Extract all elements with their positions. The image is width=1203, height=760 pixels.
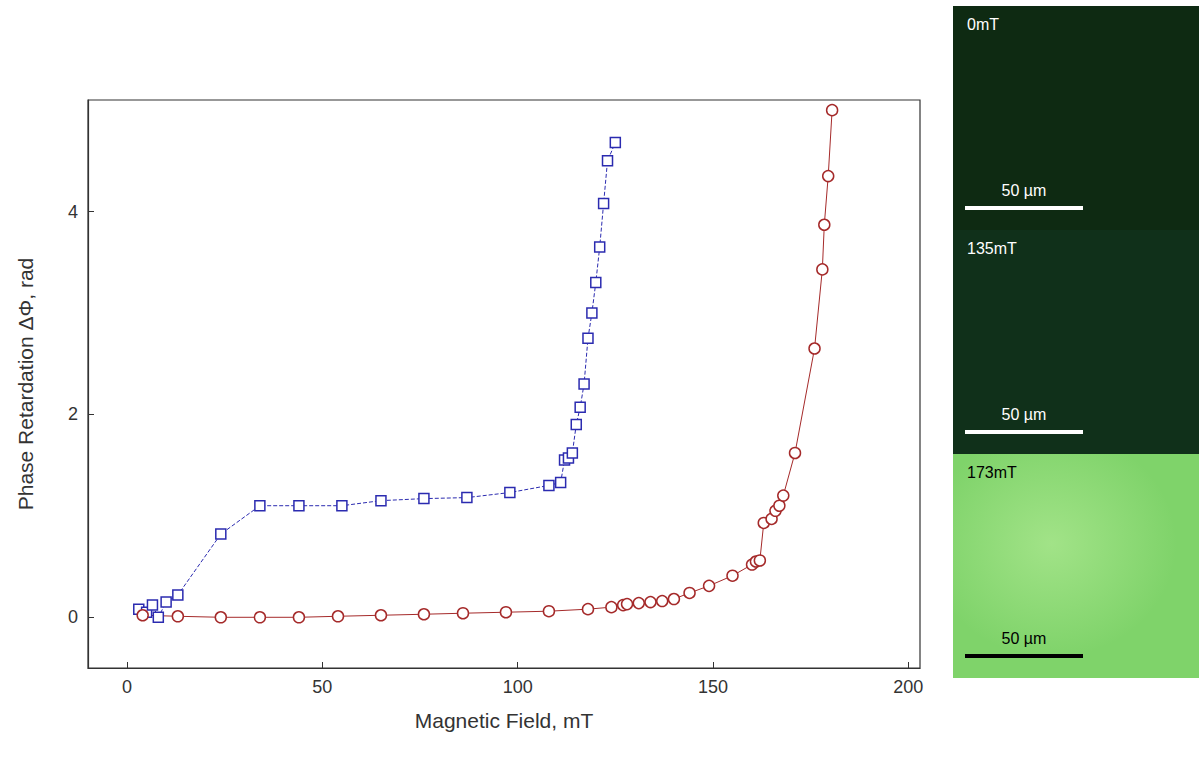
html-text:173mT: 173mT	[967, 464, 1017, 481]
svg-text:200: 200	[893, 677, 923, 697]
svg-text:50: 50	[312, 677, 332, 697]
svg-text:2: 2	[68, 404, 78, 424]
html-text:135mT: 135mT	[967, 240, 1017, 257]
svg-text:4: 4	[68, 202, 78, 222]
svg-text:0: 0	[68, 607, 78, 627]
svg-text:0: 0	[122, 677, 132, 697]
svg-text:Phase Retardation ΔΦ, rad: Phase Retardation ΔΦ, rad	[14, 258, 37, 511]
html-text:50 µm: 50 µm	[1001, 182, 1047, 199]
svg-text:Magnetic Field, mT: Magnetic Field, mT	[415, 709, 594, 732]
svg-text:150: 150	[698, 677, 728, 697]
html-text:50 µm: 50 µm	[1001, 630, 1047, 647]
html-text:50 µm: 50 µm	[1001, 406, 1047, 423]
html-text:0mT: 0mT	[967, 16, 999, 33]
svg-text:100: 100	[503, 677, 533, 697]
